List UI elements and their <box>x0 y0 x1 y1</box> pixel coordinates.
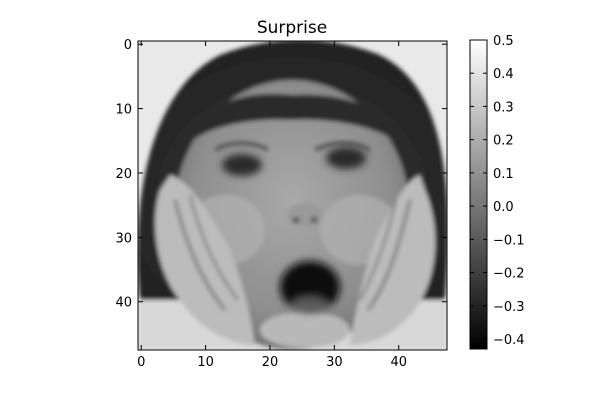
colorbar-tick-label: 0.4 <box>493 67 514 82</box>
face-image <box>138 41 447 350</box>
colorbar-axis: 0.5 0.4 0.3 0.2 0.1 0.0 −0.1 −0.2 −0.3 −0.4 <box>470 34 525 348</box>
x-tick-label: 30 <box>326 355 343 370</box>
x-tick-label: 10 <box>197 355 214 370</box>
x-axis: 0 10 20 30 40 <box>137 41 407 370</box>
colorbar-tick-label: 0.2 <box>493 134 514 149</box>
chart-title: Surprise <box>257 18 327 38</box>
colorbar-tick-label: 0.5 <box>493 34 514 49</box>
y-tick-label: 0 <box>124 38 132 53</box>
colorbar-tick-label: −0.1 <box>493 233 525 248</box>
colorbar-tick-label: 0.1 <box>493 167 514 182</box>
y-tick-label: 30 <box>115 231 132 246</box>
colorbar-tick-label: 0.3 <box>493 100 514 115</box>
colorbar-tick-label: −0.3 <box>493 300 525 315</box>
y-tick-label: 10 <box>115 103 132 118</box>
y-tick-label: 40 <box>115 296 132 311</box>
colorbar-tick-label: 0.0 <box>493 200 514 215</box>
x-tick-label: 0 <box>137 355 145 370</box>
colorbar-tick-label: −0.2 <box>493 267 525 282</box>
y-axis: 0 10 20 30 40 <box>115 38 447 311</box>
plot-frame <box>137 40 448 351</box>
x-tick-label: 40 <box>390 355 407 370</box>
y-tick-label: 20 <box>115 167 132 182</box>
x-tick-label: 20 <box>262 355 279 370</box>
colorbar-tick-label: −0.4 <box>493 333 525 348</box>
colorbar <box>469 39 488 350</box>
